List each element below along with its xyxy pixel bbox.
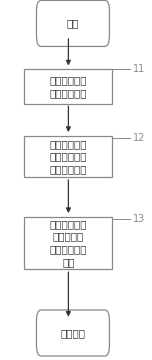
FancyBboxPatch shape bbox=[36, 310, 109, 356]
Text: 12: 12 bbox=[133, 132, 145, 143]
Text: 开启驾驶舱光
环境记录子系
统检测光环境: 开启驾驶舱光 环境记录子系 统检测光环境 bbox=[50, 139, 87, 174]
Text: 形成飞行过程
预定的光环境: 形成飞行过程 预定的光环境 bbox=[50, 75, 87, 98]
Text: 开始: 开始 bbox=[67, 18, 79, 28]
Text: 测试设定光环
境下视觉工
效，形成测评
结果: 测试设定光环 境下视觉工 效，形成测评 结果 bbox=[50, 219, 87, 267]
Text: 13: 13 bbox=[133, 214, 145, 224]
Text: 流程结束: 流程结束 bbox=[60, 328, 85, 338]
FancyBboxPatch shape bbox=[24, 136, 112, 177]
FancyBboxPatch shape bbox=[24, 217, 112, 269]
Text: 11: 11 bbox=[133, 64, 145, 74]
FancyBboxPatch shape bbox=[36, 0, 109, 46]
FancyBboxPatch shape bbox=[24, 69, 112, 104]
